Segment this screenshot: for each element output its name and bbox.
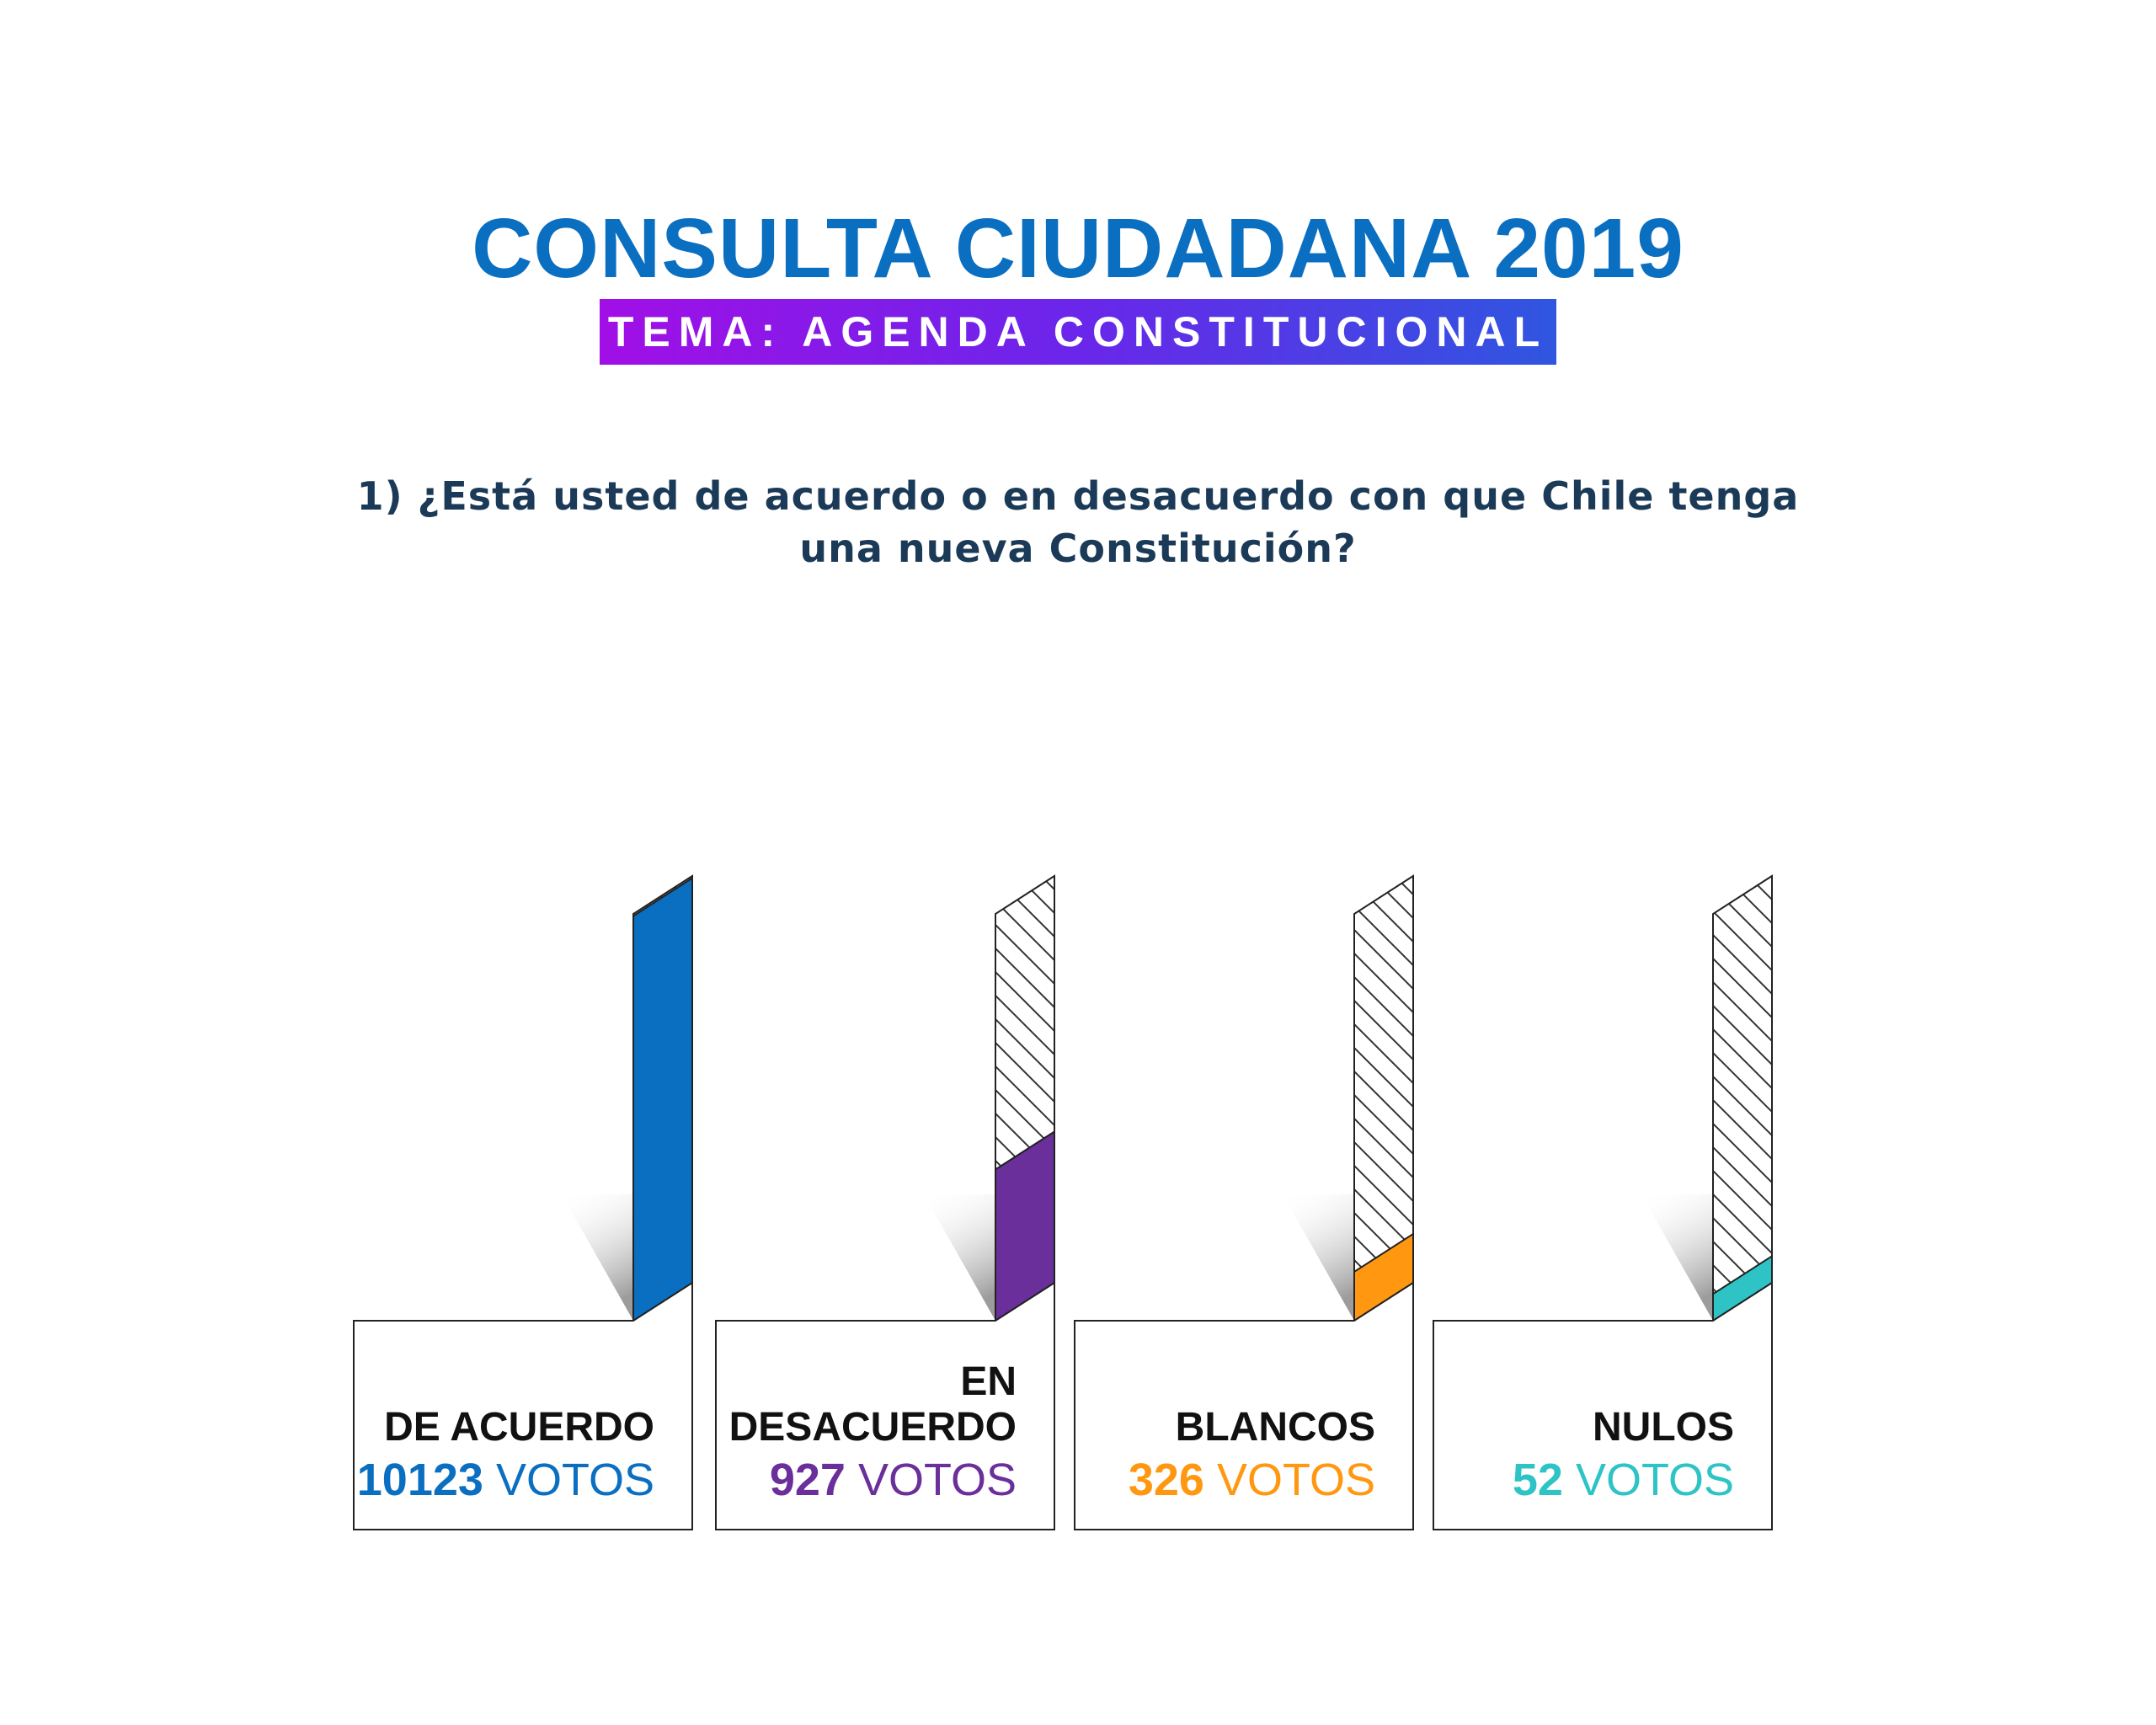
- votes-unit: VOTOS: [846, 1455, 1017, 1505]
- votes-label: 52 VOTOS: [1513, 1455, 1734, 1505]
- bar-label-box: [1433, 1281, 1773, 1530]
- votes-unit: VOTOS: [1563, 1455, 1734, 1505]
- votes-unit: VOTOS: [483, 1455, 654, 1505]
- votes-label: 927 VOTOS: [770, 1455, 1017, 1505]
- subtitle: TEMA: AGENDA CONSTITUCIONAL: [599, 299, 1557, 365]
- bar-empty-hatch: [1712, 874, 1773, 1322]
- bar-group-3: NULOS 52 VOTOS: [1433, 874, 1773, 1530]
- votes-unit: VOTOS: [1204, 1455, 1375, 1505]
- votes-value: 927: [770, 1455, 846, 1505]
- votes-value: 52: [1513, 1455, 1563, 1505]
- bar-shadow: [924, 1194, 995, 1321]
- votes-value: 326: [1129, 1455, 1204, 1505]
- category-label: DE ACUERDO: [384, 1405, 654, 1450]
- bar-label-box: [715, 1281, 1055, 1530]
- category-label: NULOS: [1593, 1405, 1734, 1450]
- category-label: BLANCOS: [1176, 1405, 1375, 1450]
- votes-value: 10123: [357, 1455, 483, 1505]
- bar-shadow: [1641, 1194, 1713, 1321]
- bar-group-0: DE ACUERDO 10123 VOTOS: [353, 874, 693, 1530]
- bar-shadow: [562, 1194, 633, 1321]
- category-label: DESACUERDO: [729, 1405, 1017, 1450]
- bar-group-2: BLANCOS 326 VOTOS: [1074, 874, 1414, 1530]
- question-text: 1) ¿Está usted de acuerdo o en desacuerd…: [356, 473, 1800, 571]
- bar-label-box: [353, 1281, 693, 1530]
- bar-shadow: [1283, 1194, 1354, 1321]
- page-title: CONSULTA CIUDADANA 2019: [472, 201, 1684, 296]
- bar-fill: [632, 876, 693, 1322]
- subtitle-banner: TEMA: AGENDA CONSTITUCIONAL: [0, 299, 2156, 365]
- category-label: EN: [960, 1359, 1017, 1404]
- bar-label-box: [1074, 1281, 1414, 1530]
- votes-label: 326 VOTOS: [1129, 1455, 1375, 1505]
- votes-label: 10123 VOTOS: [357, 1455, 654, 1505]
